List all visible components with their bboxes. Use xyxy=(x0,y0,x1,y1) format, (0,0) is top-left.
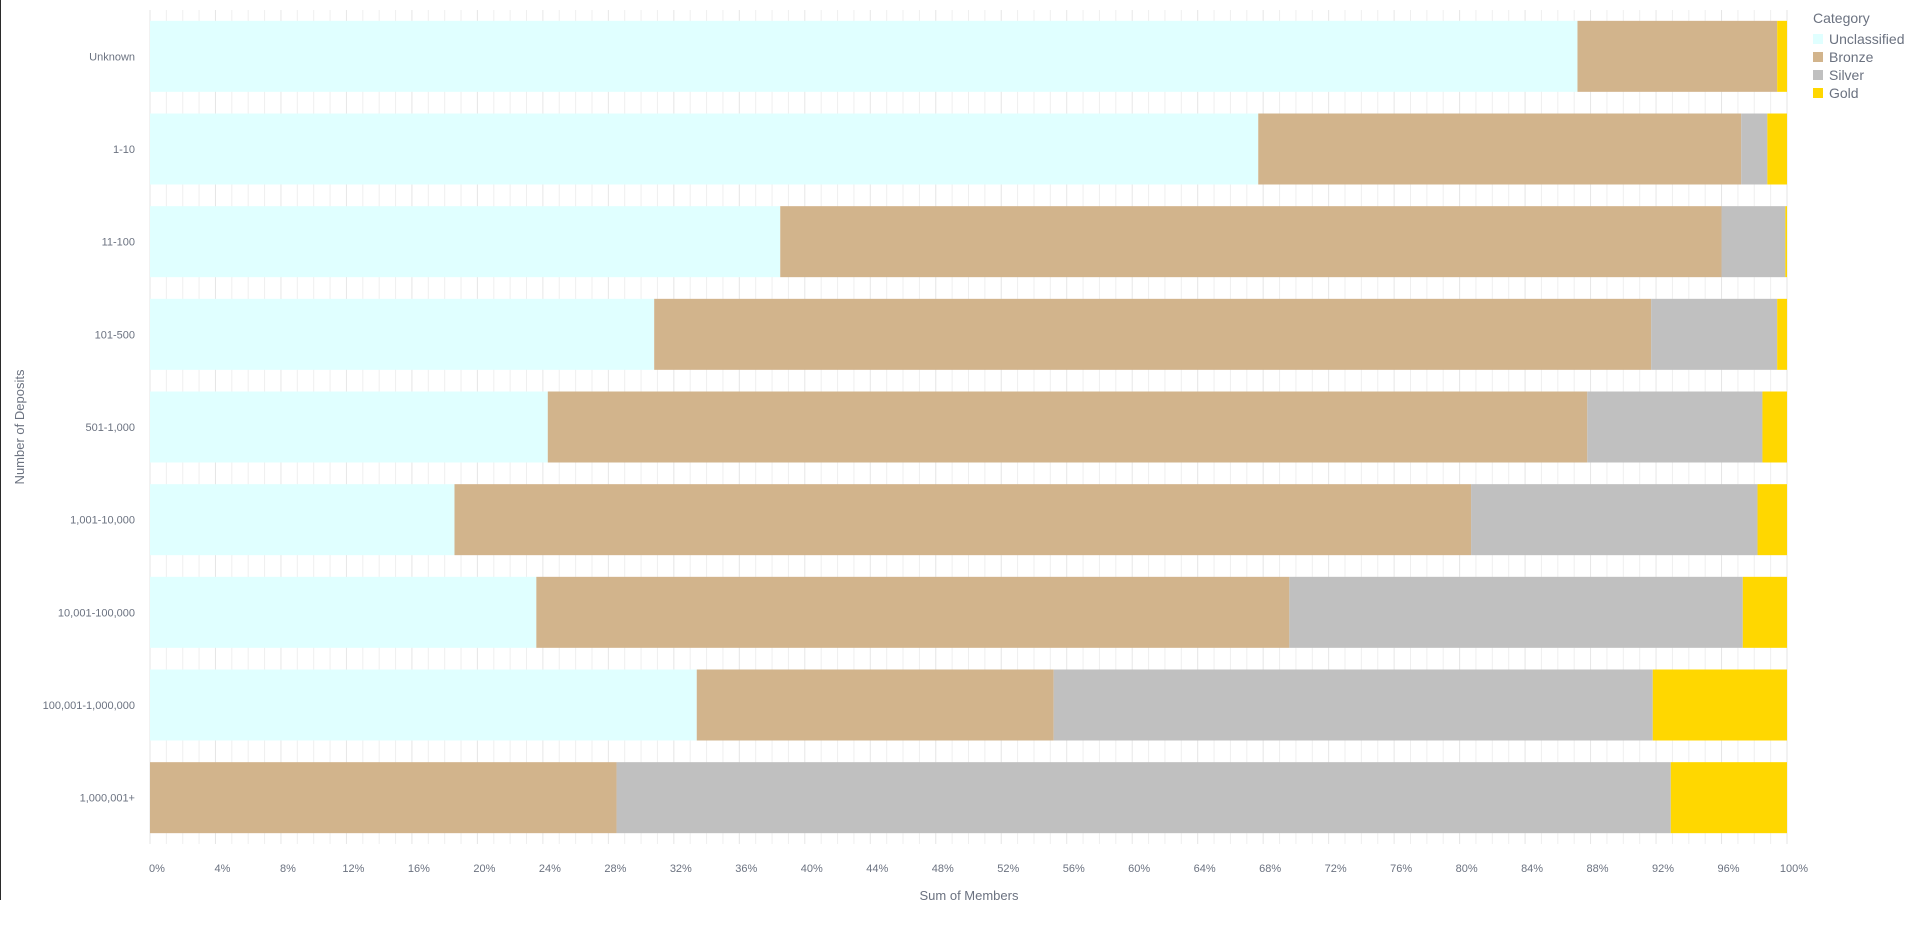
bar-unclassified[interactable] xyxy=(150,20,1578,92)
y-tick-label: 1,000,001+ xyxy=(80,793,135,805)
x-tick-label: 96% xyxy=(1718,863,1740,875)
bar-bronze[interactable] xyxy=(1258,113,1742,185)
y-tick-label: 1,001-10,000 xyxy=(70,515,135,527)
legend-label: Bronze xyxy=(1829,49,1874,65)
bar-silver[interactable] xyxy=(616,762,1671,834)
x-tick-label: 88% xyxy=(1587,863,1609,875)
x-tick-label: 72% xyxy=(1325,863,1347,875)
y-tick-label: 10,001-100,000 xyxy=(58,607,135,619)
bar-gold[interactable] xyxy=(1777,298,1787,370)
x-tick-label: 60% xyxy=(1128,863,1150,875)
x-tick-label: 12% xyxy=(342,863,364,875)
bar-silver[interactable] xyxy=(1721,206,1786,278)
legend-item-bronze[interactable]: Bronze xyxy=(1813,48,1908,66)
x-tick-label: 80% xyxy=(1456,863,1478,875)
bar-gold[interactable] xyxy=(1742,576,1787,648)
legend-label: Gold xyxy=(1829,85,1859,101)
bar-unclassified[interactable] xyxy=(150,206,781,278)
x-tick-label: 28% xyxy=(604,863,626,875)
bar-bronze[interactable] xyxy=(547,391,1588,463)
bar-gold[interactable] xyxy=(1777,20,1787,92)
legend-label: Unclassified xyxy=(1829,31,1905,47)
bar-silver[interactable] xyxy=(1741,113,1768,185)
window-edge xyxy=(0,0,1,900)
bar-gold[interactable] xyxy=(1652,669,1787,741)
bar-unclassified[interactable] xyxy=(150,113,1259,185)
x-tick-label: 0% xyxy=(149,863,165,875)
x-axis-title: Sum of Members xyxy=(920,888,1019,903)
x-tick-label: 84% xyxy=(1521,863,1543,875)
bar-gold[interactable] xyxy=(1670,762,1787,834)
x-tick-label: 8% xyxy=(280,863,296,875)
x-tick-label: 32% xyxy=(670,863,692,875)
legend-label: Silver xyxy=(1829,67,1865,83)
bar-bronze[interactable] xyxy=(696,669,1054,741)
bar-bronze[interactable] xyxy=(150,762,617,834)
bar-bronze[interactable] xyxy=(536,576,1290,648)
x-tick-label: 64% xyxy=(1194,863,1216,875)
bar-silver[interactable] xyxy=(1651,298,1778,370)
y-axis-tick-labels: Unknown 1-10 11-100 101-500 501-1,000 1,001-1… xyxy=(43,51,135,804)
legend-swatch xyxy=(1813,70,1823,80)
bar-unclassified[interactable] xyxy=(150,391,548,463)
legend-swatch xyxy=(1813,88,1823,98)
bar-silver[interactable] xyxy=(1471,484,1758,556)
y-tick-label: 501-1,000 xyxy=(85,422,135,434)
bar-silver[interactable] xyxy=(1587,391,1763,463)
x-tick-label: 48% xyxy=(932,863,954,875)
x-tick-label: 4% xyxy=(215,863,231,875)
legend-item-unclassified[interactable]: Unclassified xyxy=(1813,30,1908,48)
x-tick-label: 44% xyxy=(866,863,888,875)
x-tick-label: 56% xyxy=(1063,863,1085,875)
bar-unclassified[interactable] xyxy=(150,669,697,741)
x-tick-label: 40% xyxy=(801,863,823,875)
bar-gold[interactable] xyxy=(1762,391,1787,463)
x-tick-label: 100% xyxy=(1780,863,1808,875)
bar-bronze[interactable] xyxy=(1577,20,1778,92)
bar-unclassified[interactable] xyxy=(150,576,537,648)
bar-bronze[interactable] xyxy=(654,298,1652,370)
bar-gold[interactable] xyxy=(1757,484,1787,556)
bar-silver[interactable] xyxy=(1289,576,1743,648)
y-axis-title: Number of Deposits xyxy=(12,369,27,484)
y-tick-label: 101-500 xyxy=(95,329,135,341)
bar-gold[interactable] xyxy=(1785,206,1787,278)
x-tick-label: 92% xyxy=(1652,863,1674,875)
bar-unclassified[interactable] xyxy=(150,484,455,556)
y-tick-label: 11-100 xyxy=(102,237,135,249)
legend-item-silver[interactable]: Silver xyxy=(1813,66,1908,84)
legend-swatch xyxy=(1813,34,1823,44)
x-tick-label: 36% xyxy=(735,863,757,875)
y-tick-label: 1-10 xyxy=(113,144,135,156)
legend-item-gold[interactable]: Gold xyxy=(1813,84,1908,102)
bar-bronze[interactable] xyxy=(780,206,1722,278)
legend-title: Category xyxy=(1813,10,1870,26)
x-tick-label: 76% xyxy=(1390,863,1412,875)
bar-silver[interactable] xyxy=(1053,669,1653,741)
x-tick-label: 24% xyxy=(539,863,561,875)
x-tick-label: 68% xyxy=(1259,863,1281,875)
bar-unclassified[interactable] xyxy=(150,298,655,370)
bars xyxy=(150,20,1787,834)
x-tick-label: 20% xyxy=(473,863,495,875)
y-tick-label: 100,001-1,000,000 xyxy=(43,700,135,712)
x-tick-label: 52% xyxy=(997,863,1019,875)
legend-swatch xyxy=(1813,52,1823,62)
bar-bronze[interactable] xyxy=(454,484,1472,556)
x-axis-tick-labels: 0% 4% 8% 12% 16% 20% 24% 28% 32% 36% 40% 44% 48% 52% 5… xyxy=(149,863,1808,875)
bar-gold[interactable] xyxy=(1767,113,1787,185)
y-tick-label: Unknown xyxy=(89,51,135,63)
x-tick-label: 16% xyxy=(408,863,430,875)
legend: Category Unclassified Bronze Silver Gold xyxy=(1813,10,1908,102)
